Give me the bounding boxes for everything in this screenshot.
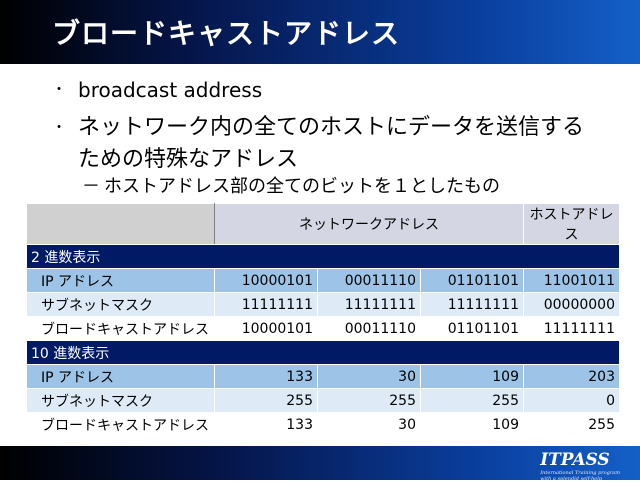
sub-bullet: － ホストアドレス部の全てのビットを１としたもの <box>82 174 500 200</box>
table-cell: 10000101 <box>214 268 318 293</box>
table-cell: 00000000 <box>523 292 620 317</box>
table-cell: 133 <box>214 412 318 437</box>
footer-bar: ITPASS International Training program wi… <box>0 446 640 482</box>
table-cell: 11111111 <box>420 292 524 317</box>
section-title: 10 進数表示 <box>26 340 620 365</box>
table-cell: 01101101 <box>420 268 524 293</box>
address-table: ネットワークアドレス ホストアドレス 2 進数表示 IP アドレス 100001… <box>26 203 620 437</box>
table-cell: 255 <box>420 388 524 413</box>
table-cell: 109 <box>420 364 524 389</box>
table-cell: 133 <box>214 364 318 389</box>
table-cell: 10000101 <box>214 316 318 341</box>
table-cell: 11111111 <box>214 292 318 317</box>
section-row-binary: 2 進数表示 <box>26 244 620 269</box>
table-row: サブネットマスク 255 255 255 0 <box>26 388 620 413</box>
table-cell: 255 <box>523 412 620 437</box>
table-cell: 11111111 <box>523 316 620 341</box>
row-label: IP アドレス <box>26 268 215 293</box>
table-row: IP アドレス 10000101 00011110 01101101 11001… <box>26 268 620 293</box>
row-label: IP アドレス <box>26 364 215 389</box>
header-network-address: ネットワークアドレス <box>214 203 524 245</box>
table-cell: 30 <box>317 364 421 389</box>
bullet-2: ・ ネットワーク内の全てのホストにデータを送信するための特殊なアドレス <box>52 112 598 176</box>
row-label: サブネットマスク <box>26 292 215 317</box>
section-row-decimal: 10 進数表示 <box>26 340 620 365</box>
row-label: ブロードキャストアドレス <box>26 412 215 437</box>
table-row: サブネットマスク 11111111 11111111 11111111 0000… <box>26 292 620 317</box>
table-cell: 203 <box>523 364 620 389</box>
logo-subtitle-2: with a splendid self-help <box>540 476 603 482</box>
bullet-marker: ・ <box>52 82 66 98</box>
table-cell: 0 <box>523 388 620 413</box>
section-title: 2 進数表示 <box>26 244 620 269</box>
table-header-row: ネットワークアドレス ホストアドレス <box>26 203 620 245</box>
table-cell: 30 <box>317 412 421 437</box>
title-bar: ブロードキャストアドレス <box>0 0 640 64</box>
table-cell: 255 <box>317 388 421 413</box>
table-cell: 00011110 <box>317 268 421 293</box>
table-cell: 109 <box>420 412 524 437</box>
bullet-1-text: broadcast address <box>78 78 263 102</box>
table-row: ブロードキャストアドレス 10000101 00011110 01101101 … <box>26 316 620 341</box>
bullet-1: ・ broadcast address <box>52 75 263 105</box>
table-cell: 11111111 <box>317 292 421 317</box>
itpass-logo: ITPASS International Training program wi… <box>540 450 620 482</box>
sub-bullet-text: ホストアドレス部の全てのビットを１としたもの <box>104 176 500 197</box>
row-label: ブロードキャストアドレス <box>26 316 215 341</box>
table-row: IP アドレス 133 30 109 203 <box>26 364 620 389</box>
table-cell: 255 <box>214 388 318 413</box>
header-host-address: ホストアドレス <box>523 203 620 245</box>
logo-subtitle-1: International Training program <box>540 470 620 476</box>
table-row: ブロードキャストアドレス 133 30 109 255 <box>26 412 620 437</box>
header-corner <box>26 203 215 245</box>
table-cell: 01101101 <box>420 316 524 341</box>
row-label: サブネットマスク <box>26 388 215 413</box>
slide-title: ブロードキャストアドレス <box>52 17 401 50</box>
bullet-2-text: ネットワーク内の全てのホストにデータを送信するための特殊なアドレス <box>78 115 585 172</box>
bullet-marker: ・ <box>52 120 66 136</box>
sub-bullet-marker: － <box>82 176 100 197</box>
logo-text: ITPASS <box>540 450 610 470</box>
table-cell: 11001011 <box>523 268 620 293</box>
table-cell: 00011110 <box>317 316 421 341</box>
